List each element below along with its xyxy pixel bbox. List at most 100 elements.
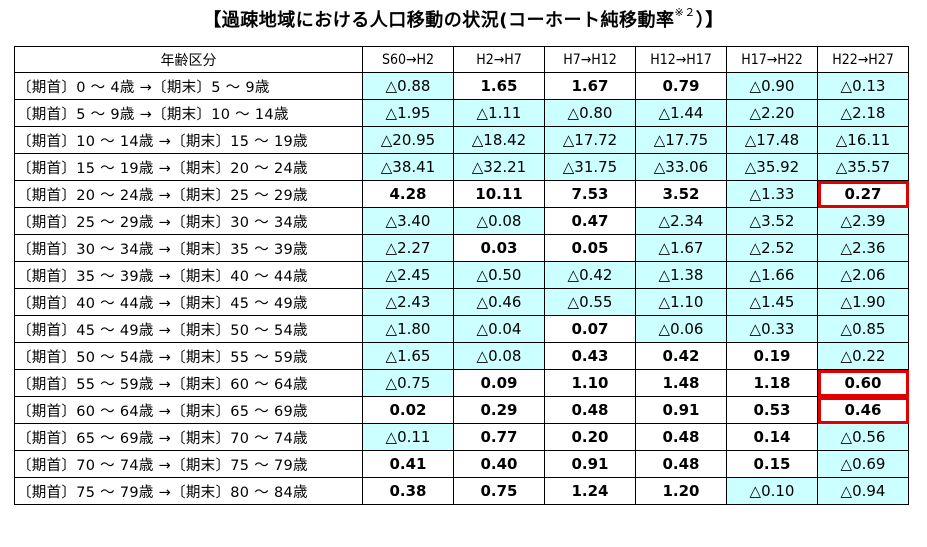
rate-cell: △0.80 — [544, 99, 636, 127]
rate-cell: △2.45 — [362, 261, 454, 289]
header-period: H12→H17 — [635, 46, 727, 73]
rate-cell: △2.20 — [726, 99, 818, 127]
rate-cell: 0.91 — [544, 450, 636, 478]
rate-cell: 1.20 — [635, 477, 727, 505]
rate-cell: △17.75 — [635, 126, 727, 154]
rate-cell: △0.56 — [817, 423, 909, 451]
rate-cell: △16.11 — [817, 126, 909, 154]
rate-cell: 0.05 — [544, 234, 636, 262]
rate-cell: 0.91 — [635, 396, 727, 424]
rate-cell: 10.11 — [453, 180, 545, 208]
age-group-label: 〔期首〕30 ～ 34歳 →〔期末〕35 ～ 39歳 — [14, 234, 363, 262]
rate-cell: 0.20 — [544, 423, 636, 451]
header-age-group: 年齢区分 — [14, 46, 363, 73]
rate-cell: △0.69 — [817, 450, 909, 478]
rate-cell: △2.36 — [817, 234, 909, 262]
rate-cell: △1.11 — [453, 99, 545, 127]
table-row: 〔期首〕35 ～ 39歳 →〔期末〕40 ～ 44歳 △2.45 △0.50 △0.4… — [14, 261, 909, 289]
age-group-label: 〔期首〕20 ～ 24歳 →〔期末〕25 ～ 29歳 — [14, 180, 363, 208]
table-row: 〔期首〕50 ～ 54歳 →〔期末〕55 ～ 59歳 △1.65 △0.08 0.43… — [14, 342, 909, 370]
rate-cell: △0.75 — [362, 369, 454, 397]
table-row: 〔期首〕10 ～ 14歳 →〔期末〕15 ～ 19歳 △20.95 △18.42 △1… — [14, 126, 909, 154]
age-group-label: 〔期首〕5 ～ 9歳 →〔期末〕10 ～ 14歳 — [14, 99, 363, 127]
highlighted-rate-cell: 0.27 — [817, 180, 909, 208]
header-period: H7→H12 — [544, 46, 636, 73]
age-group-label: 〔期首〕10 ～ 14歳 →〔期末〕15 ～ 19歳 — [14, 126, 363, 154]
rate-cell: 0.40 — [453, 450, 545, 478]
rate-cell: 0.41 — [362, 450, 454, 478]
rate-cell: 0.43 — [544, 342, 636, 370]
table-body: 〔期首〕0 ～ 4歳 →〔期末〕5 ～ 9歳 △0.88 1.65 1.67 0.79 △… — [14, 72, 909, 505]
rate-cell: △0.11 — [362, 423, 454, 451]
rate-cell: 7.53 — [544, 180, 636, 208]
rate-cell: △17.72 — [544, 126, 636, 154]
table-row: 〔期首〕75 ～ 79歳 →〔期末〕80 ～ 84歳 0.38 0.75 1.24 1.… — [14, 477, 909, 505]
rate-cell: △1.95 — [362, 99, 454, 127]
rate-cell: 0.03 — [453, 234, 545, 262]
rate-cell: △35.92 — [726, 153, 818, 181]
rate-cell: 1.18 — [726, 369, 818, 397]
table-row: 〔期首〕55 ～ 59歳 →〔期末〕60 ～ 64歳 △0.75 0.09 1.10 1… — [14, 369, 909, 397]
header-row: 年齢区分 S60→H2 H2→H7 H7→H12 H12→H17 H17→H22… — [14, 46, 909, 73]
rate-cell: △3.40 — [362, 207, 454, 235]
rate-cell: 0.19 — [726, 342, 818, 370]
rate-cell: △20.95 — [362, 126, 454, 154]
age-group-label: 〔期首〕75 ～ 79歳 →〔期末〕80 ～ 84歳 — [14, 477, 363, 505]
rate-cell: △3.52 — [726, 207, 818, 235]
rate-cell: △35.57 — [817, 153, 909, 181]
table-row: 〔期首〕65 ～ 69歳 →〔期末〕70 ～ 74歳 △0.11 0.77 0.20 0… — [14, 423, 909, 451]
rate-cell: △32.21 — [453, 153, 545, 181]
table-row: 〔期首〕70 ～ 74歳 →〔期末〕75 ～ 79歳 0.41 0.40 0.91 0.… — [14, 450, 909, 478]
rate-cell: △17.48 — [726, 126, 818, 154]
rate-cell: △0.42 — [544, 261, 636, 289]
rate-cell: 0.48 — [635, 450, 727, 478]
rate-cell: 0.75 — [453, 477, 545, 505]
header-period: H2→H7 — [453, 46, 545, 73]
rate-cell: 0.48 — [544, 396, 636, 424]
rate-cell: △18.42 — [453, 126, 545, 154]
rate-cell: 0.79 — [635, 72, 727, 100]
age-group-label: 〔期首〕45 ～ 49歳 →〔期末〕50 ～ 54歳 — [14, 315, 363, 343]
rate-cell: 0.15 — [726, 450, 818, 478]
rate-cell: △2.39 — [817, 207, 909, 235]
rate-cell: △2.52 — [726, 234, 818, 262]
rate-cell: △0.22 — [817, 342, 909, 370]
header-period: H22→H27 — [817, 46, 909, 73]
header-period: H17→H22 — [726, 46, 818, 73]
rate-cell: △0.85 — [817, 315, 909, 343]
age-group-label: 〔期首〕40 ～ 44歳 →〔期末〕45 ～ 49歳 — [14, 288, 363, 316]
rate-cell: △0.04 — [453, 315, 545, 343]
age-group-label: 〔期首〕60 ～ 64歳 →〔期末〕65 ～ 69歳 — [14, 396, 363, 424]
rate-cell: △0.88 — [362, 72, 454, 100]
rate-cell: 0.29 — [453, 396, 545, 424]
rate-cell: 1.24 — [544, 477, 636, 505]
rate-cell: 0.02 — [362, 396, 454, 424]
title-footnote-mark: ※２ — [674, 6, 696, 19]
table-row: 〔期首〕25 ～ 29歳 →〔期末〕30 ～ 34歳 △3.40 △0.08 0.47… — [14, 207, 909, 235]
rate-cell: △1.10 — [635, 288, 727, 316]
table-row: 〔期首〕30 ～ 34歳 →〔期末〕35 ～ 39歳 △2.27 0.03 0.05 △… — [14, 234, 909, 262]
page-title: 【過疎地域における人口移動の状況(コーホート純移動率※２）】 — [0, 6, 927, 32]
age-group-label: 〔期首〕25 ～ 29歳 →〔期末〕30 ～ 34歳 — [14, 207, 363, 235]
rate-cell: △0.50 — [453, 261, 545, 289]
rate-cell: △2.34 — [635, 207, 727, 235]
rate-cell: △0.46 — [453, 288, 545, 316]
rate-cell: △0.94 — [817, 477, 909, 505]
rate-cell: △0.08 — [453, 207, 545, 235]
table-row: 〔期首〕15 ～ 19歳 →〔期末〕20 ～ 24歳 △38.41 △32.21 △3… — [14, 153, 909, 181]
rate-cell: 1.67 — [544, 72, 636, 100]
title-text: 【過疎地域における人口移動の状況(コーホート純移動率 — [203, 10, 675, 31]
table-row: 〔期首〕45 ～ 49歳 →〔期末〕50 ～ 54歳 △1.80 △0.04 0.07… — [14, 315, 909, 343]
rate-cell: 0.07 — [544, 315, 636, 343]
table-row: 〔期首〕40 ～ 44歳 →〔期末〕45 ～ 49歳 △2.43 △0.46 △0.5… — [14, 288, 909, 316]
rate-cell: 0.47 — [544, 207, 636, 235]
rate-cell: △2.18 — [817, 99, 909, 127]
age-group-label: 〔期首〕15 ～ 19歳 →〔期末〕20 ～ 24歳 — [14, 153, 363, 181]
rate-cell: △1.65 — [362, 342, 454, 370]
rate-cell: △0.13 — [817, 72, 909, 100]
rate-cell: 3.52 — [635, 180, 727, 208]
migration-rate-table: 年齢区分 S60→H2 H2→H7 H7→H12 H12→H17 H17→H22… — [14, 46, 909, 505]
rate-cell: 0.53 — [726, 396, 818, 424]
rate-cell: △1.90 — [817, 288, 909, 316]
rate-cell: △0.10 — [726, 477, 818, 505]
